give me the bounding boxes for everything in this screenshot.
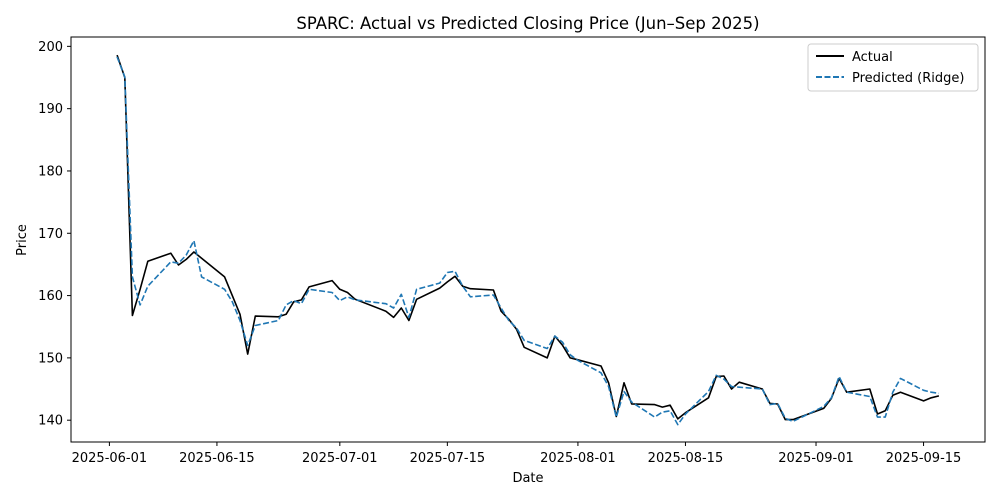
x-tick-label: 2025-06-01 (72, 451, 148, 466)
y-tick-label: 200 (38, 40, 63, 55)
y-tick-label: 160 (38, 289, 63, 304)
y-tick-label: 180 (38, 164, 63, 179)
y-tick-label: 190 (38, 102, 63, 117)
x-tick-label: 2025-06-15 (179, 451, 255, 466)
x-tick-label: 2025-08-01 (540, 451, 616, 466)
x-tick-label: 2025-07-01 (302, 451, 378, 466)
y-axis-label: Price (15, 224, 30, 256)
series-line-predicted (116, 56, 940, 426)
plot-area (116, 54, 940, 426)
x-axis-ticks: 2025-06-01 2025-06-15 2025-07-01 2025-07-15… (72, 442, 962, 466)
x-axis-label: Date (512, 471, 543, 486)
chart-title: SPARC: Actual vs Predicted Closing Price… (296, 14, 759, 33)
y-axis-ticks: 140 150 160 170 180 190 200 (38, 40, 71, 429)
axes-frame (70, 36, 986, 443)
x-tick-label: 2025-09-15 (886, 451, 962, 466)
legend-box (807, 43, 979, 92)
x-tick-label: 2025-07-15 (410, 451, 486, 466)
legend-label-predicted: Predicted (Ridge) (852, 71, 964, 86)
x-tick-label: 2025-09-01 (778, 451, 854, 466)
y-tick-label: 170 (38, 227, 63, 242)
series-line-actual (116, 54, 940, 421)
x-tick-label: 2025-08-15 (648, 451, 724, 466)
y-tick-label: 150 (38, 351, 63, 366)
legend: Actual Predicted (Ridge) (807, 43, 979, 92)
legend-label-actual: Actual (852, 50, 893, 65)
y-tick-label: 140 (38, 414, 63, 429)
